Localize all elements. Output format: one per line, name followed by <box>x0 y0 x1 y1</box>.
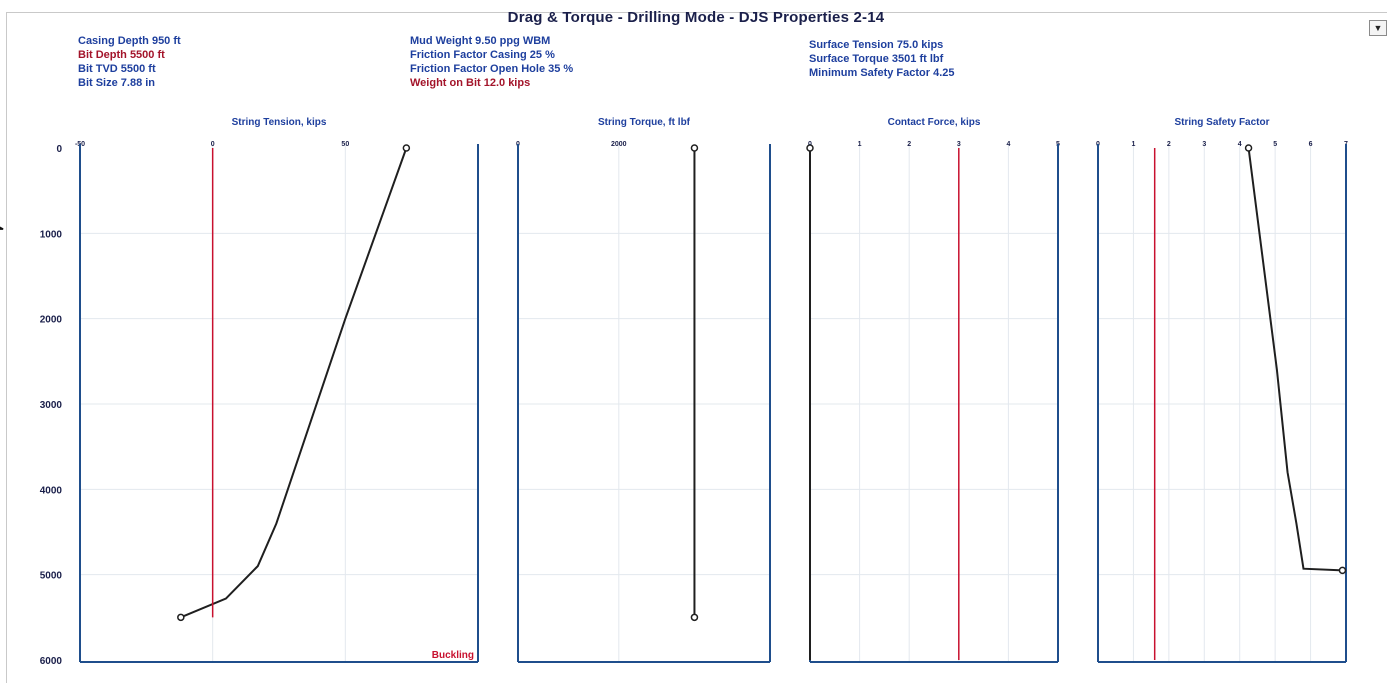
series-line-1 <box>180 147 408 619</box>
well-info-panel: Casing Depth 950 ft Bit Depth 5500 ft Bi… <box>78 34 181 90</box>
report-frame <box>6 12 1387 683</box>
y-tick-label: 1000 <box>40 229 63 240</box>
y-tick-label: 5000 <box>40 571 63 582</box>
mud-weight-label: Mud Weight 9.50 ppg WBM <box>410 35 551 47</box>
page-title: Drag & Torque - Drilling Mode - DJS Prop… <box>507 9 885 26</box>
y-tick-label: 6000 <box>40 656 63 667</box>
chart-title: Contact Force, kips <box>888 117 981 128</box>
chart-title: String Safety Factor <box>1174 117 1269 128</box>
minimum-safety-factor-label: Minimum Safety Factor 4.25 <box>809 67 955 79</box>
x-tick-label: 3 <box>957 141 961 148</box>
chart-title: String Tension, kips <box>232 117 327 128</box>
casing-shoe-marker <box>0 226 4 230</box>
surface-torque-label: Surface Torque 3501 ft lbf <box>809 53 944 65</box>
data-point <box>1244 144 1253 152</box>
chart-panel-1: String Tension, kips-5005001000200030004… <box>0 117 479 667</box>
chart-title: String Torque, ft lbf <box>598 117 691 128</box>
data-point <box>1338 566 1347 575</box>
x-tick-label: 4 <box>1006 141 1010 148</box>
bit-size-label: Bit Size 7.88 in <box>78 77 156 89</box>
x-tick-label: 2 <box>1167 141 1171 148</box>
data-point <box>177 613 185 622</box>
data-point <box>402 144 411 152</box>
chart-panel-3: Contact Force, kips012345 <box>806 117 1060 663</box>
x-tick-label: 1 <box>858 141 862 148</box>
weight-on-bit-label: Weight on Bit 12.0 kips <box>410 77 531 89</box>
surface-tension-label: Surface Tension 75.0 kips <box>809 39 944 51</box>
x-tick-label: 3 <box>1202 141 1206 148</box>
dropdown-menu-button[interactable]: ▼ <box>1369 20 1387 36</box>
buckling-annotation: Buckling <box>432 650 474 661</box>
casing-depth-label: Casing Depth 950 ft <box>78 35 181 47</box>
series-line-1 <box>1247 147 1343 572</box>
x-tick-label: 0 <box>211 141 215 148</box>
surface-info-panel: Surface Tension 75.0 kips Surface Torque… <box>809 38 955 80</box>
chart-panel-4: String Safety Factor01234567 <box>1096 117 1348 663</box>
friction-factor-casing-label: Friction Factor Casing 25 % <box>410 49 555 61</box>
y-tick-label: 0 <box>56 144 62 155</box>
bit-depth-label: Bit Depth 5500 ft <box>78 49 165 61</box>
y-tick-label: 3000 <box>40 400 63 411</box>
x-tick-label: 2000 <box>611 141 627 148</box>
friction-factor-open-hole-label: Friction Factor Open Hole 35 % <box>410 63 574 75</box>
x-tick-label: 50 <box>341 141 349 148</box>
bit-tvd-label: Bit TVD 5500 ft <box>78 63 156 75</box>
data-point <box>690 144 699 152</box>
x-tick-label: 6 <box>1309 141 1313 148</box>
y-tick-label: 4000 <box>40 485 63 496</box>
y-tick-label: 2000 <box>40 315 63 326</box>
fluid-info-panel: Mud Weight 9.50 ppg WBM Friction Factor … <box>410 34 573 90</box>
data-point <box>690 613 699 622</box>
x-tick-label: 4 <box>1238 141 1242 148</box>
x-tick-label: 1 <box>1131 141 1135 148</box>
x-tick-label: 5 <box>1273 141 1277 148</box>
data-point <box>806 144 814 152</box>
x-tick-label: 2 <box>907 141 911 148</box>
chart-panel-2: String Torque, ft lbf02000 <box>516 117 771 663</box>
